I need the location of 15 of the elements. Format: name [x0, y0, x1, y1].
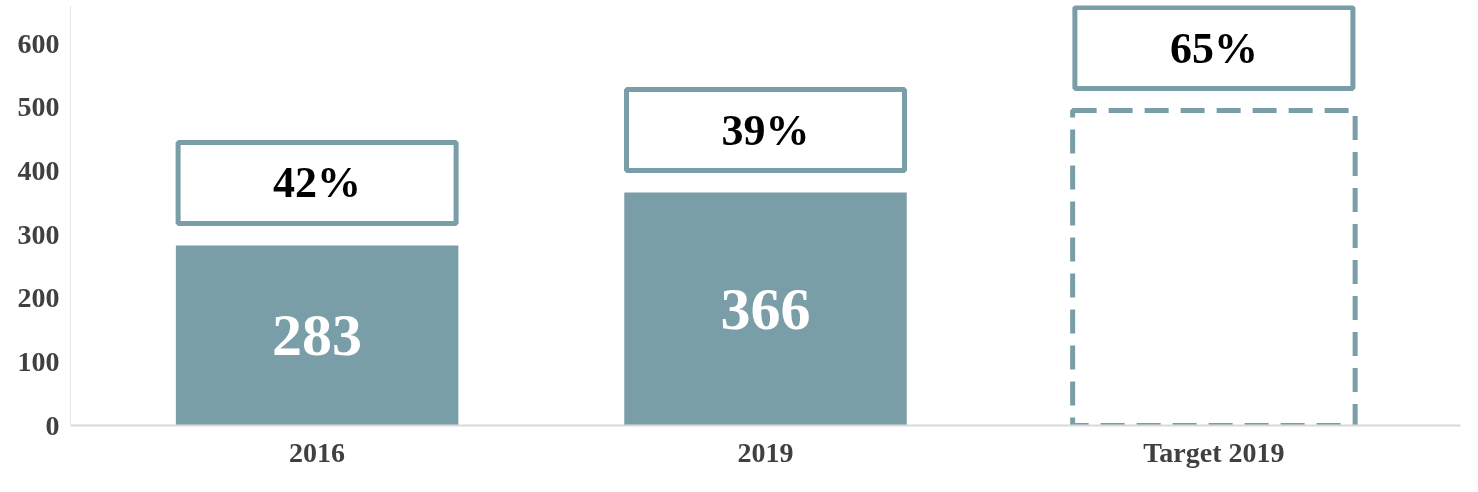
annotation: 42%: [273, 158, 362, 208]
data-label: 366: [720, 275, 811, 342]
data-label: 283: [272, 301, 363, 368]
annotation: 65%: [1169, 23, 1258, 73]
x-tick-label: Target 2019: [1143, 436, 1285, 468]
y-tick-label: 600: [17, 27, 60, 59]
x-tick-label: 2016: [289, 436, 346, 468]
y-tick-label: 0: [45, 409, 60, 441]
y-tick-label: 400: [17, 154, 60, 186]
annotation: 39%: [721, 105, 810, 155]
y-tick-label: 500: [17, 91, 60, 123]
y-tick-label: 300: [17, 218, 60, 250]
x-tick-label: 2019: [737, 436, 794, 468]
y-tick-label: 100: [17, 345, 60, 377]
y-tick-label: 200: [17, 282, 60, 314]
